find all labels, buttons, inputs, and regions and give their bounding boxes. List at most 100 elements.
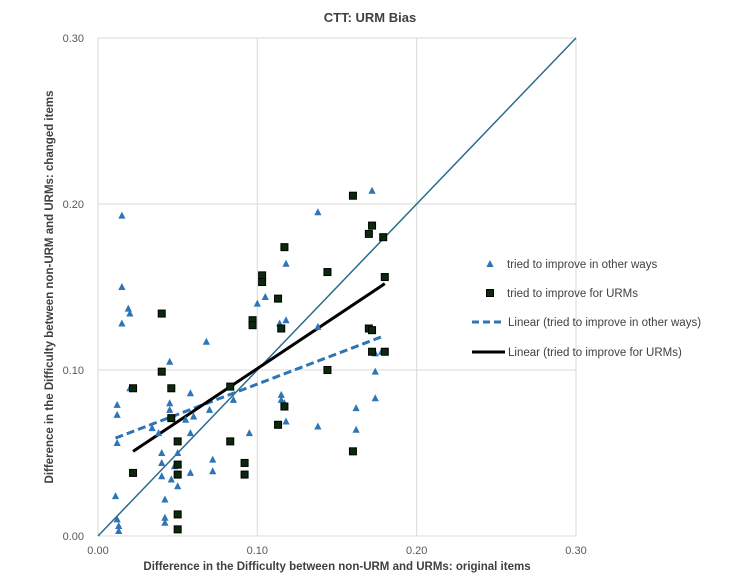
point-other-ways <box>113 515 121 523</box>
point-for-urms <box>173 470 182 479</box>
point-for-urms <box>274 420 283 429</box>
point-for-urms <box>173 460 182 469</box>
x-axis-title: Difference in the Difficulty between non… <box>143 561 530 573</box>
tick-labels: 0.00 0.10 0.20 0.30 0.00 0.10 0.20 0.30 <box>63 33 587 557</box>
point-for-urms <box>226 437 235 446</box>
point-for-urms <box>157 309 166 318</box>
point-for-urms <box>240 470 249 479</box>
point-other-ways <box>202 337 210 345</box>
legend-label: Linear (tried to improve in other ways) <box>508 317 701 329</box>
point-other-ways <box>166 405 174 413</box>
point-for-urms <box>167 414 176 423</box>
point-other-ways <box>277 395 285 403</box>
point-other-ways <box>161 495 169 503</box>
point-other-ways <box>186 389 195 397</box>
point-other-ways <box>277 390 285 398</box>
markers-layer <box>111 186 389 535</box>
point-other-ways <box>154 429 163 437</box>
point-other-ways <box>174 449 182 456</box>
chart-title: CTT: URM Bias <box>324 10 416 25</box>
point-other-ways <box>148 424 156 432</box>
point-other-ways <box>261 292 269 300</box>
x-tick-label: 0.10 <box>247 545 268 557</box>
point-other-ways <box>166 357 174 365</box>
point-for-urms <box>173 510 182 519</box>
point-other-ways <box>113 439 121 447</box>
legend-label: Linear (tried to improve for URMs) <box>508 347 682 359</box>
point-for-urms <box>323 366 332 374</box>
point-other-ways <box>209 467 217 475</box>
point-for-urms <box>348 447 357 456</box>
point-other-ways <box>161 513 169 521</box>
point-other-ways <box>282 316 290 324</box>
point-for-urms <box>173 525 182 534</box>
point-for-urms <box>368 347 377 356</box>
point-other-ways <box>282 417 290 425</box>
point-for-urms <box>280 402 289 411</box>
point-other-ways <box>352 425 360 433</box>
point-for-urms <box>348 191 357 200</box>
y-tick-label: 0.20 <box>63 199 84 211</box>
point-other-ways <box>314 422 322 430</box>
point-other-ways <box>182 415 190 423</box>
point-for-urms <box>364 229 373 238</box>
point-other-ways <box>186 429 195 437</box>
point-other-ways <box>166 399 174 407</box>
trendline-for-urms <box>132 282 386 453</box>
point-for-urms <box>157 367 166 376</box>
point-other-ways <box>209 455 217 463</box>
point-for-urms <box>280 243 289 252</box>
point-other-ways <box>158 458 166 466</box>
point-other-ways <box>115 522 123 530</box>
point-other-ways <box>352 404 360 412</box>
point-other-ways <box>111 492 120 500</box>
point-other-ways <box>371 394 379 402</box>
point-other-ways <box>118 283 126 290</box>
point-other-ways <box>158 449 166 456</box>
point-other-ways <box>161 518 169 526</box>
legend-label: tried to improve in other ways <box>507 259 657 271</box>
point-other-ways <box>314 322 322 330</box>
x-tick-label: 0.00 <box>87 545 108 557</box>
point-for-urms <box>258 271 267 280</box>
point-for-urms <box>129 468 138 477</box>
point-other-ways <box>186 468 195 476</box>
gridlines <box>97 37 577 537</box>
y-axis-title: Difference in the Difficulty between non… <box>44 91 56 484</box>
point-other-ways <box>253 299 261 307</box>
legend: tried to improve in other ways tried to i… <box>472 259 701 359</box>
point-for-urms <box>277 324 286 333</box>
point-other-ways <box>229 395 238 403</box>
point-other-ways <box>118 319 126 327</box>
point-other-ways <box>124 304 132 312</box>
point-for-urms <box>380 347 389 356</box>
legend-triangle-marker <box>486 260 494 267</box>
point-for-urms <box>368 221 377 230</box>
point-other-ways <box>368 186 376 194</box>
point-for-urms <box>129 384 138 393</box>
point-for-urms <box>380 273 389 282</box>
point-other-ways <box>174 482 182 490</box>
point-for-urms <box>258 278 267 287</box>
point-for-urms <box>248 321 257 330</box>
point-other-ways <box>126 309 134 317</box>
y-tick-label: 0.30 <box>63 33 84 45</box>
point-for-urms <box>379 233 388 242</box>
point-other-ways <box>245 429 253 437</box>
point-other-ways <box>282 259 290 267</box>
point-other-ways <box>371 367 379 375</box>
x-tick-label: 0.30 <box>565 545 586 557</box>
legend-label: tried to improve for URMs <box>507 288 638 300</box>
point-other-ways <box>113 400 121 408</box>
point-for-urms <box>167 384 176 393</box>
point-other-ways <box>118 211 126 219</box>
point-for-urms <box>368 326 377 335</box>
legend-square-marker <box>486 289 494 297</box>
point-other-ways <box>113 410 121 418</box>
y-tick-label: 0.00 <box>63 531 84 543</box>
point-other-ways <box>167 475 175 483</box>
point-for-urms <box>240 458 249 467</box>
point-other-ways <box>158 472 166 480</box>
point-other-ways <box>314 208 322 216</box>
